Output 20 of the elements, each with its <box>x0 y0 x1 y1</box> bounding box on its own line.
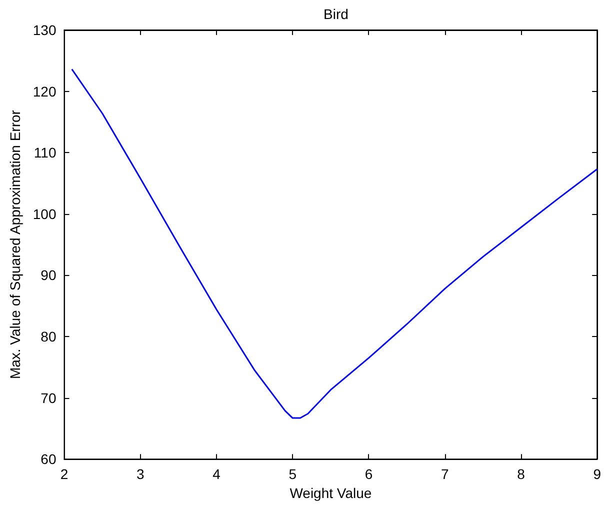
y-tick-label: 70 <box>40 390 56 406</box>
x-axis-title: Weight Value <box>290 485 372 501</box>
line-series <box>71 68 598 419</box>
y-tick-label: 120 <box>32 83 56 100</box>
y-tick-label: 100 <box>32 206 56 222</box>
x-tick-label: 4 <box>212 466 221 482</box>
x-tick-label: 2 <box>60 466 68 482</box>
x-tick-label: 7 <box>440 466 449 482</box>
y-tick-label: 60 <box>40 451 56 468</box>
y-tick-label: 110 <box>34 144 56 161</box>
x-tick-label: 5 <box>288 466 297 482</box>
y-tick-label: 90 <box>40 267 56 284</box>
chart-title: Bird <box>324 6 348 22</box>
y-tick-label: 130 <box>32 22 56 38</box>
y-axis-title: Max. Value of Squared Approximation Error <box>7 110 23 380</box>
x-tick-label: 9 <box>593 466 602 482</box>
x-tick-label: 3 <box>136 466 144 482</box>
x-tick-label: 8 <box>517 466 526 482</box>
y-tick-label: 80 <box>40 328 56 344</box>
x-tick-label: 6 <box>364 466 373 482</box>
